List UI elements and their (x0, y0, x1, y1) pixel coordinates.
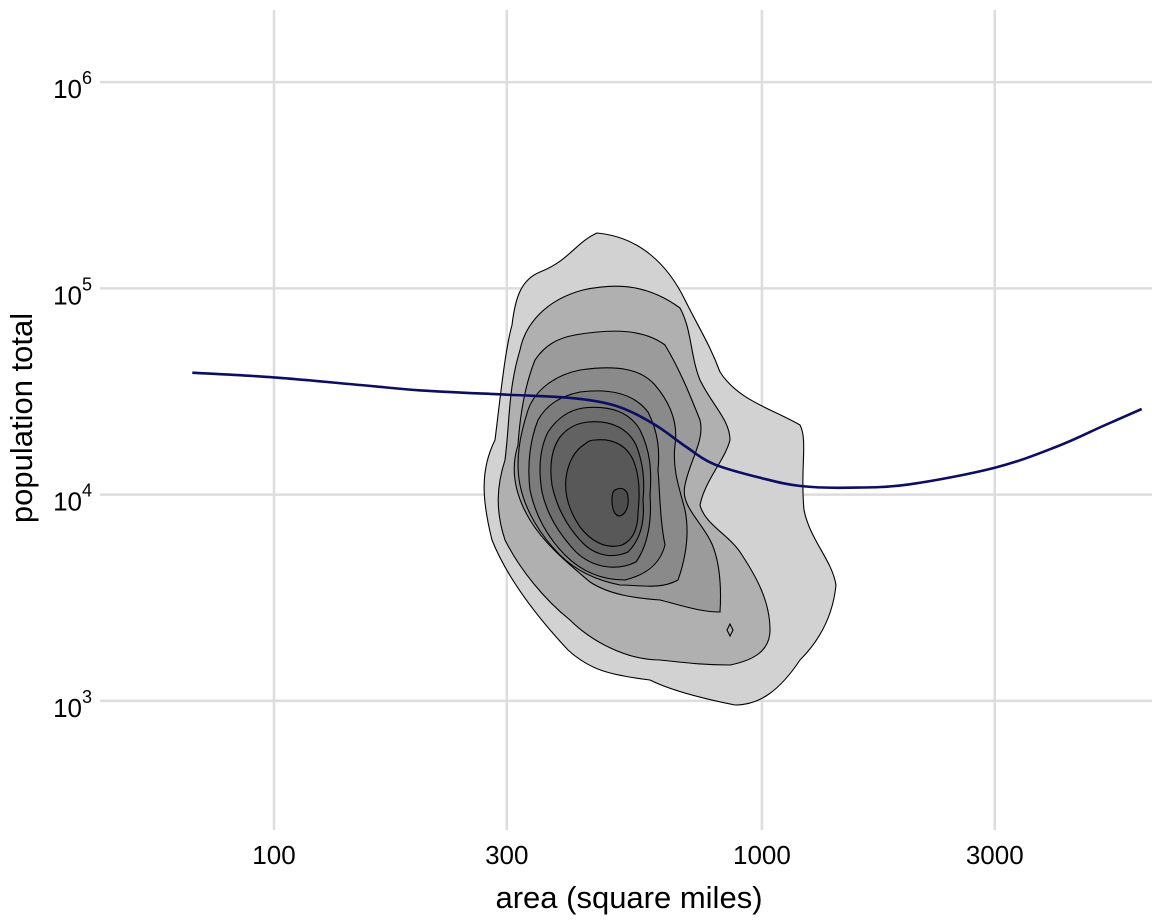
trend-line (192, 371, 1143, 490)
contour-level-8 (565, 439, 640, 547)
y-tick-label: 103 (53, 687, 92, 723)
y-axis-title: population total (4, 313, 39, 523)
x-tick-label: 100 (252, 840, 295, 870)
x-tick-label: 1000 (733, 840, 791, 870)
x-tick-label: 300 (485, 840, 528, 870)
y-axis-ticks: 103 104 105 106 (53, 68, 92, 723)
contour-isolated-spot (726, 622, 734, 638)
y-tick-label: 106 (53, 68, 92, 104)
density-contours (483, 232, 837, 706)
y-tick-label: 104 (53, 481, 92, 517)
x-tick-label: 3000 (966, 840, 1024, 870)
x-axis-ticks: 100 300 1000 3000 (252, 840, 1023, 870)
y-tick-label: 105 (53, 274, 92, 310)
x-axis-title: area (square miles) (495, 880, 762, 915)
contour-level-9 (611, 487, 629, 517)
